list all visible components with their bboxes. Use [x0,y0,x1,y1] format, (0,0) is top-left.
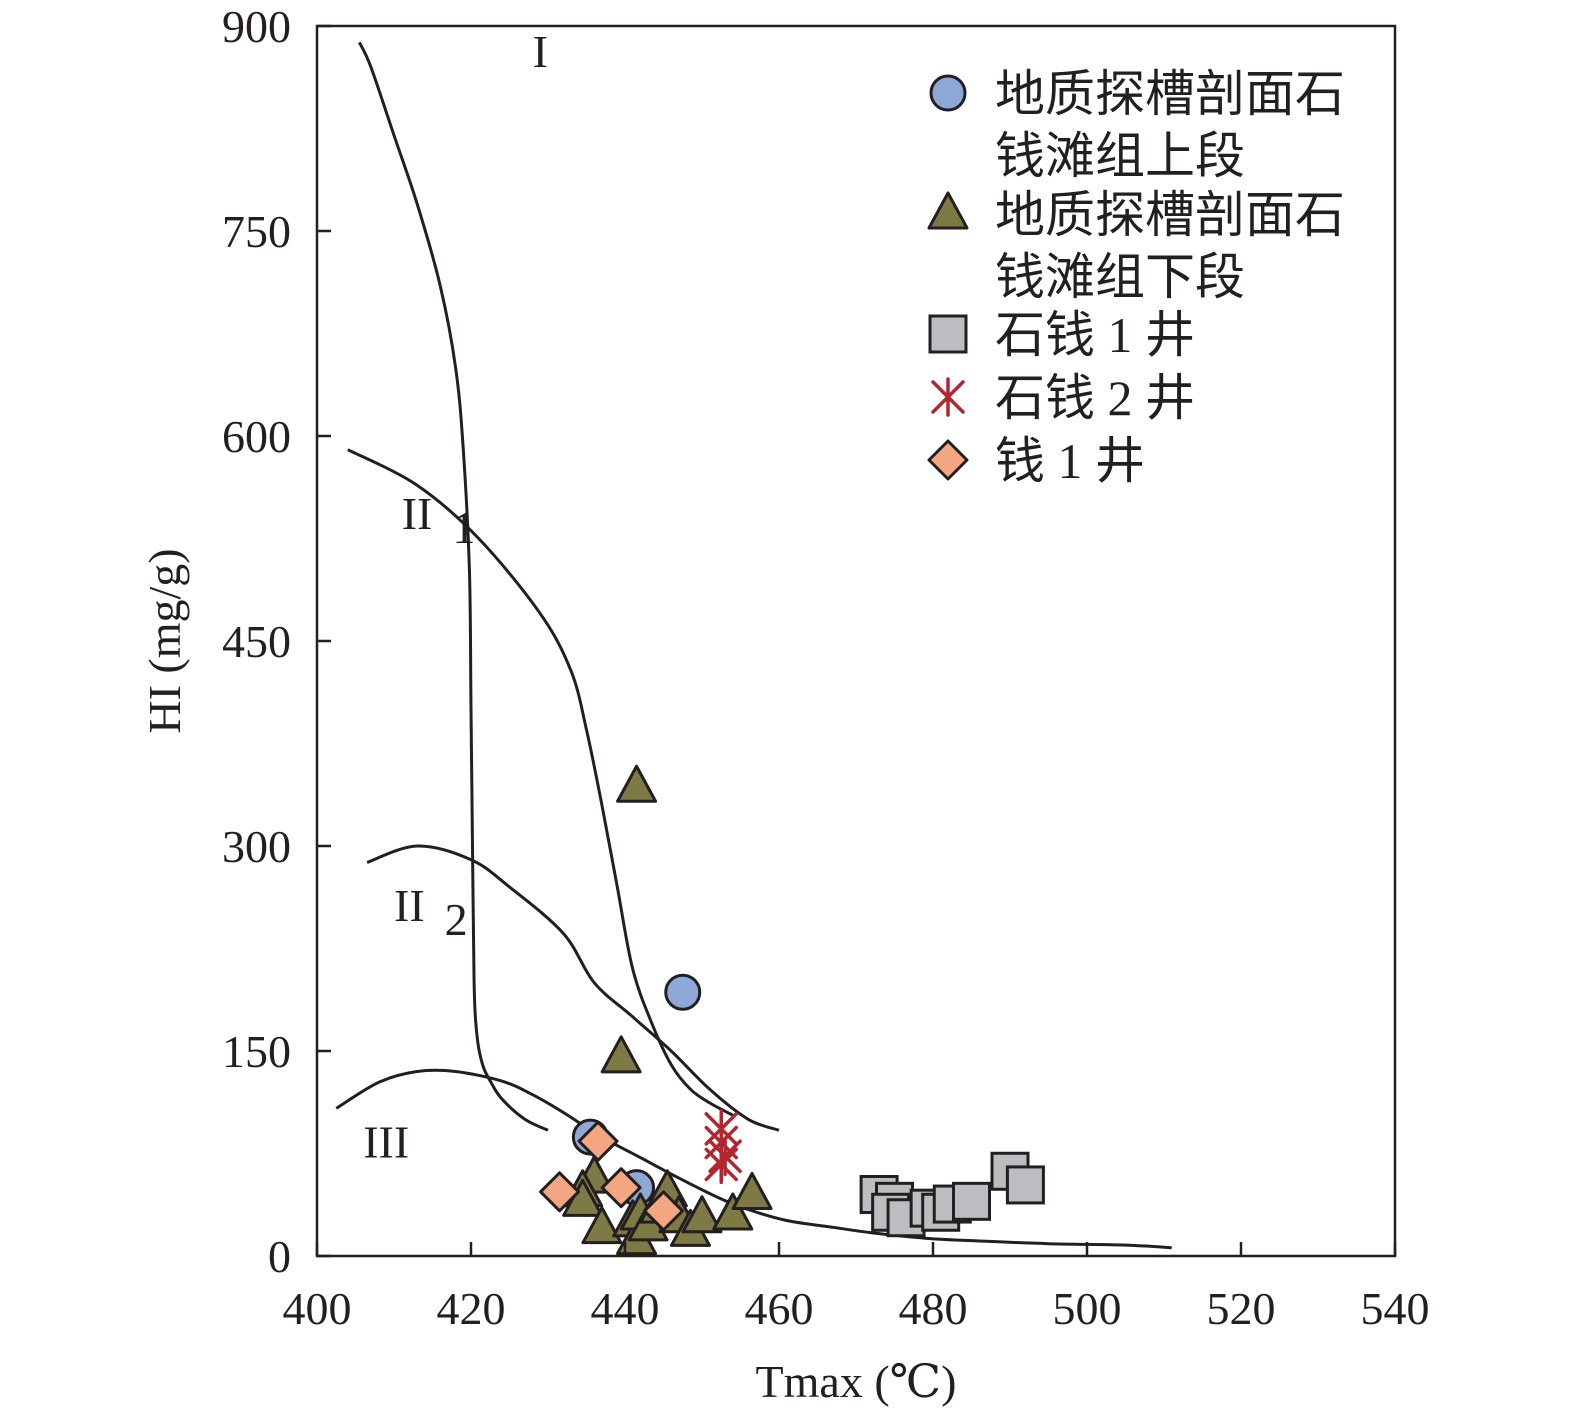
y-tick-label: 600 [222,411,291,462]
point-diamond [643,1190,684,1232]
x-tick-label: 460 [745,1283,814,1334]
kerogen-type-label: III [363,1117,409,1168]
data-points [539,764,1045,1256]
legend-diamond-icon [927,439,969,481]
point-triangle [600,1035,642,1074]
legend-label: 钱滩组上段 [995,128,1245,184]
y-tick-label: 900 [222,1,291,52]
legend-label: 地质探槽剖面石 [995,187,1345,243]
point-triangle [681,1195,723,1234]
x-tick-label: 420 [437,1283,506,1334]
point-square [952,1181,991,1221]
kerogen-type-label: I [533,26,548,77]
kerogen-curve-3 [366,844,780,1132]
legend-square-icon [928,314,968,354]
y-tick-label: 150 [222,1026,291,1077]
x-axis-title: Tmax (℃) [756,1356,957,1407]
asterisk-stroke [704,1147,738,1182]
point-diamond [577,1120,619,1162]
legend-entry: 钱 1 井 [927,433,1145,489]
legend-label: 石钱 2 井 [995,370,1195,426]
y-tick-label: 0 [268,1231,291,1282]
point-triangle [581,1206,623,1245]
point-triangle [616,764,658,803]
legend-asterisk-icon [931,377,965,417]
x-tick-label: 400 [283,1283,352,1334]
point-asterisk [704,1144,738,1185]
x-tick-label: 540 [1361,1283,1430,1334]
legend-label: 石钱 1 井 [995,307,1195,363]
legend-circle-icon [929,74,967,112]
kerogen-curve-4 [335,1068,1172,1250]
legend-entry: 石钱 1 井 [928,307,1195,363]
point-triangle [731,1172,773,1210]
legend-triangle-icon [927,191,969,230]
point-triangle [712,1192,754,1231]
legend-label: 钱滩组下段 [995,249,1245,305]
axis-labels: 400 420 440 460 480 500 520 540 0 150 300 450 600 750… [222,1,1430,1334]
reference-curves: I II 1 II 2 III [335,26,1172,1250]
axis-ticks [315,24,1397,1258]
y-tick-label: 750 [222,206,291,257]
kerogen-curve-2 [347,448,734,1117]
point-diamond [600,1167,642,1209]
point-square [1005,1165,1045,1205]
asterisk-stroke [931,380,965,414]
x-tick-label: 480 [899,1283,968,1334]
y-tick-label: 450 [222,616,291,667]
x-tick-label: 500 [1053,1283,1122,1334]
kerogen-type-label: II 2 [394,880,468,945]
legend-entry: 石钱 2 井 [931,370,1195,426]
legend-label: 钱 1 井 [995,433,1145,489]
asterisk-stroke [708,1139,742,1173]
kerogen-type-label: II 1 [402,488,476,553]
legend-label: 地质探槽剖面石 [995,66,1345,122]
point-circle [664,973,702,1011]
x-tick-label: 440 [591,1283,660,1334]
point-diamond [539,1171,581,1213]
y-tick-label: 300 [222,821,291,872]
y-axis-title: HI (mg/g) [139,548,190,733]
kerogen-curve-1 [358,41,549,1132]
x-tick-label: 520 [1207,1283,1276,1334]
